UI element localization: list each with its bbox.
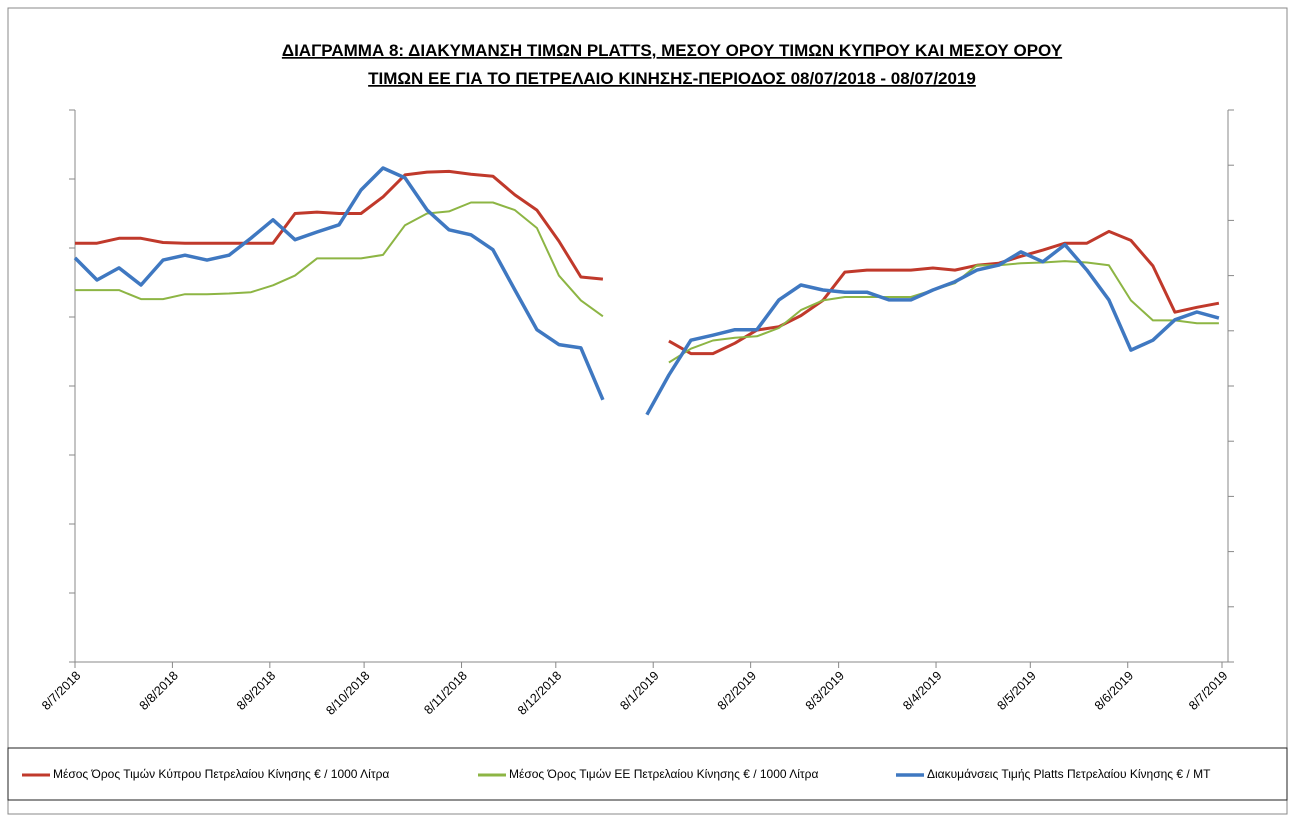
legend-label: Μέσος Όρος Τιμών Κύπρου Πετρελαίου Κίνησ… (53, 767, 389, 781)
legend-box (7, 747, 1288, 801)
legend-label: Διακυμάνσεις Τιμής Platts Πετρελαίου Κίν… (927, 767, 1211, 781)
series-line (73, 166, 1220, 416)
chart-title: ΤΙΜΩΝ ΕΕ ΓΙΑ ΤΟ ΠΕΤΡΕΛΑΙΟ ΚΙΝΗΣΗΣ-ΠΕΡΙΟΔ… (368, 69, 976, 88)
legend-label: Μέσος Όρος Τιμών ΕΕ Πετρελαίου Κίνησης €… (509, 767, 819, 781)
chart-title: ΔΙΑΓΡΑΜΜΑ 8: ΔΙΑΚΥΜΑΝΣΗ ΤΙΜΩΝ PLATTS, ΜΕ… (282, 41, 1063, 60)
series-line (75, 169, 1220, 356)
legend: Μέσος Όρος Τιμών Κύπρου Πετρελαίου Κίνησ… (22, 767, 1211, 781)
